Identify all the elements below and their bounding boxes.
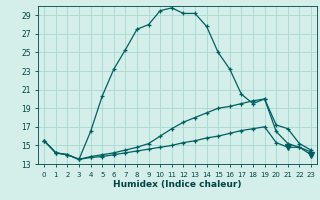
X-axis label: Humidex (Indice chaleur): Humidex (Indice chaleur): [113, 180, 242, 189]
